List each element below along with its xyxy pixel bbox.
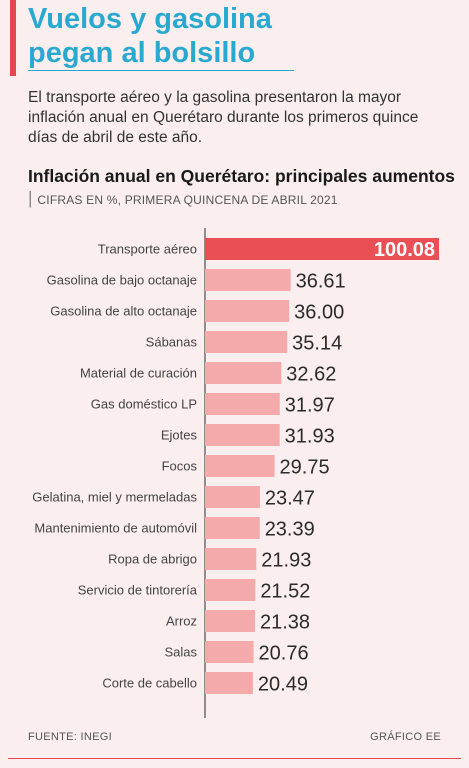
bar-chart: Transporte aéreo 100.08 Gasolina de bajo o… <box>32 228 439 718</box>
category-label: Focos <box>162 459 198 474</box>
accent-bar <box>10 0 16 76</box>
bar <box>205 269 291 291</box>
bar <box>205 362 282 384</box>
value-label: 23.47 <box>265 488 315 510</box>
value-label: 31.97 <box>285 395 335 417</box>
value-label: 35.14 <box>292 333 342 355</box>
value-label: 20.76 <box>259 643 309 665</box>
headline-rule <box>28 70 294 71</box>
bottom-rule <box>8 758 461 759</box>
value-label: 23.39 <box>265 519 315 541</box>
bar <box>205 424 280 446</box>
bar <box>205 393 280 415</box>
category-label: Ejotes <box>161 428 198 443</box>
value-label: 31.93 <box>285 426 335 448</box>
bar <box>205 238 439 260</box>
chart-title: Inflación anual en Querétaro: principale… <box>28 166 455 186</box>
bar <box>205 455 275 477</box>
intro-text: El transporte aéreo y la gasolina presen… <box>28 89 419 146</box>
headline: Vuelos y gasolina pegan al bolsillo <box>28 2 458 70</box>
value-label: 21.38 <box>260 612 310 634</box>
category-label: Gasolina de bajo octanaje <box>47 273 197 288</box>
credit-note: GRÁFICO EE <box>370 731 441 743</box>
value-label: 32.62 <box>286 364 336 386</box>
category-label: Material de curación <box>80 366 197 381</box>
value-label: 21.52 <box>260 581 310 603</box>
category-label: Transporte aéreo <box>98 242 197 257</box>
bar <box>205 672 253 694</box>
bar <box>205 300 290 322</box>
bar <box>205 548 257 570</box>
category-label: Gasolina de alto octanaje <box>50 304 197 319</box>
category-label: Salas <box>164 645 197 660</box>
category-label: Sábanas <box>146 335 198 350</box>
bar <box>205 579 256 601</box>
headline-line-1: Vuelos y gasolina <box>28 3 272 35</box>
bar <box>205 517 260 539</box>
headline-line-2: pegan al bolsillo <box>28 37 256 69</box>
category-label: Gelatina, miel y mermeladas <box>32 490 197 505</box>
category-label: Mantenimiento de automóvil <box>34 521 197 536</box>
bar <box>205 641 254 663</box>
bar <box>205 610 255 632</box>
value-label: 21.93 <box>261 550 311 572</box>
value-label: 20.49 <box>258 674 308 696</box>
category-label: Arroz <box>166 614 197 629</box>
title-separator: | <box>28 188 33 208</box>
value-label: 29.75 <box>280 457 330 479</box>
category-label: Corte de cabello <box>102 676 197 691</box>
chart-title-block: Inflación anual en Querétaro: principale… <box>28 165 458 211</box>
category-label: Ropa de abrigo <box>108 552 197 567</box>
value-label: 36.00 <box>294 302 344 324</box>
category-label: Gas doméstico LP <box>91 397 197 412</box>
bar <box>205 331 288 353</box>
value-label: 36.61 <box>296 271 346 293</box>
value-label: 100.08 <box>374 239 435 261</box>
category-label: Servicio de tintorería <box>78 583 198 598</box>
bar <box>205 486 260 508</box>
chart-subtitle: CIFRAS EN %, PRIMERA QUINCENA DE ABRIL 2… <box>37 193 338 207</box>
source-note: FUENTE: INEGI <box>28 731 112 743</box>
